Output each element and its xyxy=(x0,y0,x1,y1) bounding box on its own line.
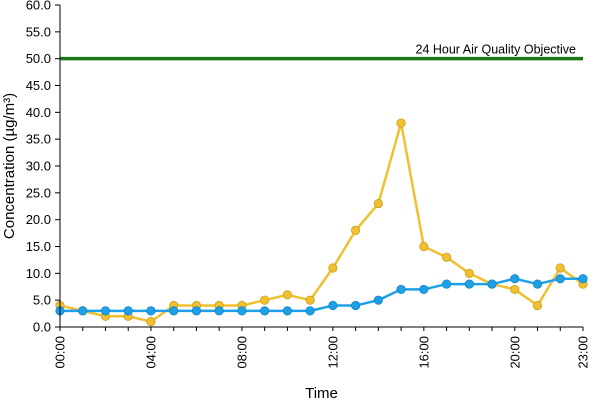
y-tick-label: 0.0 xyxy=(33,320,51,335)
x-axis-title: Time xyxy=(305,385,338,400)
data-point xyxy=(441,279,452,289)
data-point xyxy=(464,279,474,289)
y-tick-label: 5.0 xyxy=(33,293,51,308)
data-point xyxy=(555,274,565,284)
data-point xyxy=(123,306,133,316)
data-point xyxy=(237,306,247,316)
reference-line-group: 24 Hour Air Quality Objective xyxy=(60,43,583,61)
data-point xyxy=(555,263,565,273)
data-point xyxy=(305,306,315,316)
data-point xyxy=(373,198,383,209)
y-tick-label: 25.0 xyxy=(26,185,51,200)
data-point xyxy=(464,268,474,278)
x-tick-label: 20:00 xyxy=(507,336,522,369)
data-point xyxy=(260,295,270,305)
y-tick-label: 45.0 xyxy=(26,78,51,93)
data-point xyxy=(78,306,88,316)
data-point xyxy=(532,279,543,289)
data-point xyxy=(396,284,406,295)
y-tick-label: 15.0 xyxy=(26,239,51,254)
data-point xyxy=(441,252,452,262)
y-tick-label: 60.0 xyxy=(26,0,51,13)
data-point xyxy=(328,300,338,311)
data-point xyxy=(351,225,361,235)
y-tick-label: 35.0 xyxy=(26,132,51,147)
y-tick-label: 30.0 xyxy=(26,159,51,174)
x-tick-label: 00:00 xyxy=(53,336,68,369)
x-tick-label: 04:00 xyxy=(143,336,158,369)
data-point xyxy=(351,300,361,311)
data-point xyxy=(282,290,292,300)
data-point xyxy=(282,306,292,316)
data-point xyxy=(532,300,543,311)
data-point xyxy=(510,274,520,284)
y-tick-label: 10.0 xyxy=(26,266,51,281)
data-point xyxy=(146,306,156,316)
x-tick-label: 23:00 xyxy=(576,336,591,369)
data-point xyxy=(100,306,111,316)
data-point xyxy=(510,284,520,295)
data-point xyxy=(396,118,406,128)
x-tick-label: 12:00 xyxy=(325,336,340,369)
x-tick-label: 16:00 xyxy=(416,336,431,369)
data-point xyxy=(169,306,179,316)
data-point xyxy=(260,306,270,316)
data-point xyxy=(214,306,224,316)
y-axis-ticks: 0.0 5.0 10.0 15.0 20.0 25.0 30.0 35.0 40.0 45.0 50… xyxy=(26,0,60,335)
data-point xyxy=(328,263,338,273)
y-axis-title: Concentration (µg/m³) xyxy=(1,93,18,239)
data-point xyxy=(191,306,202,316)
data-point xyxy=(146,317,156,327)
data-point xyxy=(305,295,315,305)
y-tick-label: 50.0 xyxy=(26,51,51,66)
data-point xyxy=(578,274,588,284)
y-tick-label: 55.0 xyxy=(26,24,51,39)
air-quality-objective-label: 24 Hour Air Quality Objective xyxy=(416,43,577,57)
y-tick-label: 40.0 xyxy=(26,105,51,120)
x-tick-label: 08:00 xyxy=(234,336,249,369)
series-1 xyxy=(55,118,588,327)
series-2 xyxy=(55,274,588,316)
data-point xyxy=(419,284,429,295)
series-group xyxy=(55,118,588,327)
data-point xyxy=(487,279,497,289)
y-tick-label: 20.0 xyxy=(26,212,51,227)
data-point xyxy=(419,241,429,252)
series-line xyxy=(59,121,584,323)
x-axis-ticks: 00:00 04:00 08:00 12:00 16:00 20:00 23:00 xyxy=(53,327,591,369)
data-point xyxy=(373,295,383,305)
